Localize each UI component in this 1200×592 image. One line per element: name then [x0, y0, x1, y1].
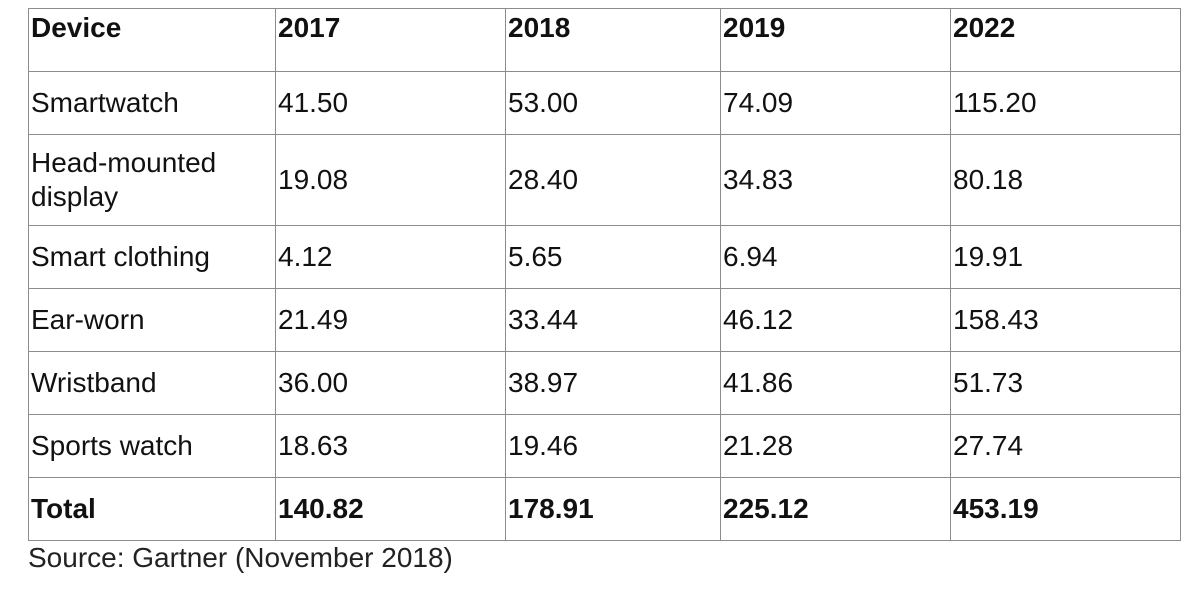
device-cell: Smart clothing [28, 225, 276, 289]
device-cell: Wristband [28, 351, 276, 415]
value-cell: 53.00 [505, 71, 721, 135]
device-cell: Ear-worn [28, 288, 276, 352]
table-row: Smartwatch 41.50 53.00 74.09 115.20 [28, 71, 1181, 135]
header-device: Device [28, 8, 276, 72]
value-cell: 5.65 [505, 225, 721, 289]
total-value-cell: 225.12 [720, 477, 951, 541]
value-cell: 19.46 [505, 414, 721, 478]
value-cell: 6.94 [720, 225, 951, 289]
table-row: Ear-worn 21.49 33.44 46.12 158.43 [28, 288, 1181, 352]
value-cell: 21.49 [275, 288, 506, 352]
source-note: Source: Gartner (November 2018) [28, 542, 453, 573]
header-year: 2019 [720, 8, 951, 72]
table-row: Sports watch 18.63 19.46 21.28 27.74 [28, 414, 1181, 478]
value-cell: 158.43 [950, 288, 1181, 352]
value-cell: 21.28 [720, 414, 951, 478]
value-cell: 27.74 [950, 414, 1181, 478]
total-value-cell: 140.82 [275, 477, 506, 541]
table-row: Head-mounted display 19.08 28.40 34.83 8… [28, 134, 1181, 226]
table-total-row: Total 140.82 178.91 225.12 453.19 [28, 477, 1181, 541]
value-cell: 46.12 [720, 288, 951, 352]
total-value-cell: 178.91 [505, 477, 721, 541]
value-cell: 38.97 [505, 351, 721, 415]
value-cell: 74.09 [720, 71, 951, 135]
value-cell: 19.91 [950, 225, 1181, 289]
device-cell: Head-mounted display [28, 134, 276, 226]
wearables-shipments-table: Device 2017 2018 2019 2022 Smartwatch 41… [28, 8, 1181, 541]
value-cell: 80.18 [950, 134, 1181, 226]
value-cell: 41.86 [720, 351, 951, 415]
value-cell: 18.63 [275, 414, 506, 478]
value-cell: 34.83 [720, 134, 951, 226]
value-cell: 36.00 [275, 351, 506, 415]
value-cell: 4.12 [275, 225, 506, 289]
total-value-cell: 453.19 [950, 477, 1181, 541]
header-year: 2017 [275, 8, 506, 72]
value-cell: 41.50 [275, 71, 506, 135]
value-cell: 115.20 [950, 71, 1181, 135]
value-cell: 28.40 [505, 134, 721, 226]
value-cell: 19.08 [275, 134, 506, 226]
device-cell: Sports watch [28, 414, 276, 478]
total-label-cell: Total [28, 477, 276, 541]
table-header-row: Device 2017 2018 2019 2022 [28, 8, 1181, 72]
table-row: Smart clothing 4.12 5.65 6.94 19.91 [28, 225, 1181, 289]
device-cell: Smartwatch [28, 71, 276, 135]
value-cell: 51.73 [950, 351, 1181, 415]
header-year: 2018 [505, 8, 721, 72]
value-cell: 33.44 [505, 288, 721, 352]
table-row: Wristband 36.00 38.97 41.86 51.73 [28, 351, 1181, 415]
header-year: 2022 [950, 8, 1181, 72]
